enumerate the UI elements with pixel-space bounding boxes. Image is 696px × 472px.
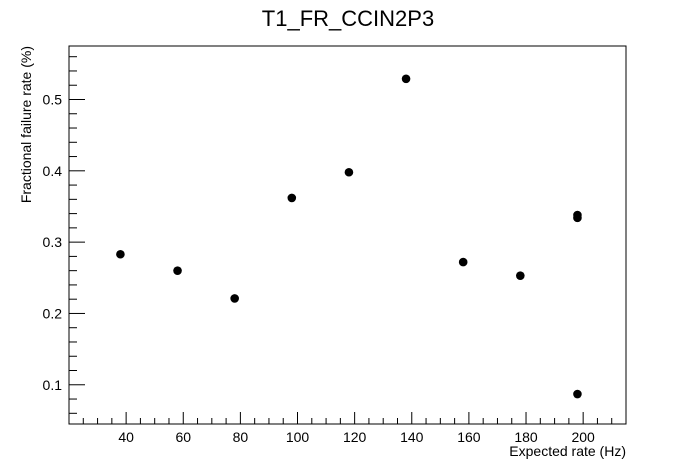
x-tick-label: 60: [175, 429, 191, 445]
x-axis-label: Expected rate (Hz): [509, 443, 626, 459]
y-tick-label: 0.1: [43, 377, 63, 393]
x-tick-label: 120: [343, 429, 367, 445]
y-axis-label: Fractional failure rate (%): [18, 46, 34, 203]
tick-labels: 40 60 80 100 120 140 160 180 200 0.1 0.2 0.3 0.4 0.5: [43, 91, 596, 445]
x-tick-label: 80: [233, 429, 249, 445]
plot-frame: [68, 45, 627, 425]
y-tick-label: 0.2: [43, 305, 63, 321]
x-tick-label: 180: [514, 429, 538, 445]
data-point: [230, 294, 239, 303]
data-point: [116, 249, 125, 259]
x-tick-label: 40: [118, 429, 134, 445]
data-point: [173, 266, 182, 275]
x-tick-label: 140: [400, 429, 424, 445]
y-tick-label: 0.3: [43, 234, 63, 250]
chart-title: T1_FR_CCIN2P3: [262, 6, 434, 31]
axis-ticks: [69, 56, 627, 424]
data-points: [116, 74, 582, 399]
y-tick-label: 0.5: [43, 91, 63, 107]
data-point: [573, 389, 582, 399]
x-tick-label: 200: [571, 429, 595, 445]
x-tick-label: 100: [286, 429, 310, 445]
data-point: [287, 193, 297, 203]
data-point: [573, 213, 582, 223]
data-point: [401, 74, 411, 84]
y-tick-label: 0.4: [43, 163, 63, 179]
data-point: [516, 271, 525, 280]
data-point: [344, 167, 354, 177]
data-point: [458, 257, 468, 267]
x-tick-label: 160: [457, 429, 481, 445]
